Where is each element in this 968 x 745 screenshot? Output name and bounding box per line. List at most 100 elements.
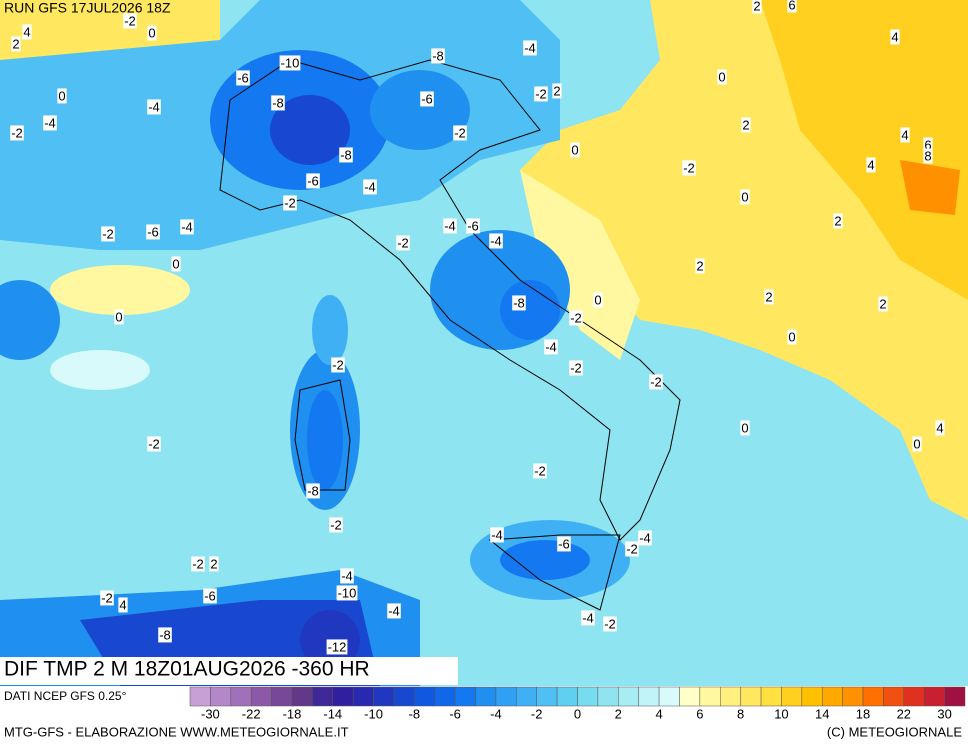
contour-label-bg [283,195,297,211]
contour-label: 0 [594,292,601,307]
contour-label-bg [147,436,161,452]
legend-swatch [516,686,537,707]
contour-label: 2 [753,0,760,13]
legend-swatch [271,686,293,707]
contour-label: 4 [891,29,898,44]
legend-swatch [352,686,374,707]
contour-label-bg [466,218,480,234]
contour-label: -10 [338,585,357,600]
contour-label: -2 [683,160,695,175]
contour-label: -6 [421,91,433,106]
legend-swatch [291,686,313,707]
contour-label-bg [158,627,172,643]
contour-label-bg [443,218,457,234]
contour-label-bg [717,69,727,85]
legend-swatch [638,686,660,707]
contour-label-bg [557,536,571,552]
contour-label-bg [787,329,797,345]
legend-swatch [821,686,843,707]
contour-label: -2 [148,436,160,451]
contour-label-bg [146,224,160,240]
contour-label: -4 [148,99,160,114]
contour-label: -2 [534,463,546,478]
contour-label-bg [453,125,467,141]
contour-label: 0 [718,69,725,84]
contour-label: -4 [524,40,536,55]
contour-label-bg [279,55,301,71]
contour-label-bg [569,310,583,326]
contour-label: 0 [115,309,122,324]
contour-label: -6 [307,173,319,188]
contour-label-bg [923,148,933,164]
contour-label-bg [625,541,639,557]
contour-label: 0 [172,256,179,271]
contour-label-bg [787,0,797,13]
contour-label: -2 [397,235,409,250]
contour-label: -6 [147,224,159,239]
legend-label: 8 [737,706,744,721]
contour-label-bg [890,29,900,45]
contour-label-bg [306,173,320,189]
contour-label: -6 [467,218,479,233]
contour-label: 0 [913,436,920,451]
contour-label-bg [695,258,705,274]
source-label: DATI NCEP GFS 0.25° [4,689,127,703]
contour-label: -2 [11,125,23,140]
legend-swatch [699,686,721,707]
contour-label-bg [271,95,285,111]
contour-label-bg [900,127,910,143]
contour-label-bg [912,436,922,452]
contour-label: 2 [210,556,217,571]
legend-label: 2 [615,706,622,721]
contour-label: 2 [696,258,703,273]
legend-label: 0 [574,706,581,721]
contour-label: 0 [788,329,795,344]
legend-label: 14 [815,706,829,721]
contour-label: -8 [307,483,319,498]
contour-label-bg [10,125,24,141]
legend-swatch [414,686,435,707]
contour-label-bg [752,0,762,14]
contour-label-bg [114,309,124,325]
contour-label-bg [363,179,377,195]
legend-swatch [210,686,232,707]
footer-right: (C) METEOGIORNALE [827,724,962,739]
footer-left: MTG-GFS - ELABORAZIONE WWW.METEOGIORNALE… [4,724,349,739]
contour-label: 2 [742,117,749,132]
contour-label-bg [489,233,503,249]
legend-swatch [760,686,782,707]
legend-swatch [230,686,252,707]
legend-label: 6 [696,706,703,721]
contour-label: -6 [204,588,216,603]
contour-label-bg [603,616,617,632]
legend-label: 10 [774,706,788,721]
legend-swatch [556,686,578,707]
contour-label-bg [43,115,57,131]
contour-label: -2 [604,616,616,631]
contour-label: 6 [924,137,931,152]
contour-label: 0 [741,189,748,204]
contour-label: 4 [867,157,874,172]
contour-label-bg [387,603,401,619]
legend-swatch [923,686,945,707]
contour-label: -10 [281,55,300,70]
contour-label: -2 [102,226,114,241]
contour-label: -4 [388,603,400,618]
map-background [0,0,968,686]
contour-label-bg [101,226,115,242]
contour-label-bg [420,91,434,107]
contour-label-bg [123,13,137,29]
contour-label-bg [682,160,696,176]
contour-label: 2 [12,36,19,51]
legend-swatch [577,686,599,707]
contour-label: -4 [44,115,56,130]
contour-label-bg [878,296,888,312]
contour-label: -4 [364,179,376,194]
legend-label: -2 [531,706,543,721]
contour-label: -2 [124,13,136,28]
contour-label-bg [649,374,663,390]
contour-label: 0 [148,25,155,40]
legend-swatch [740,686,762,707]
legend-swatch [781,686,803,707]
